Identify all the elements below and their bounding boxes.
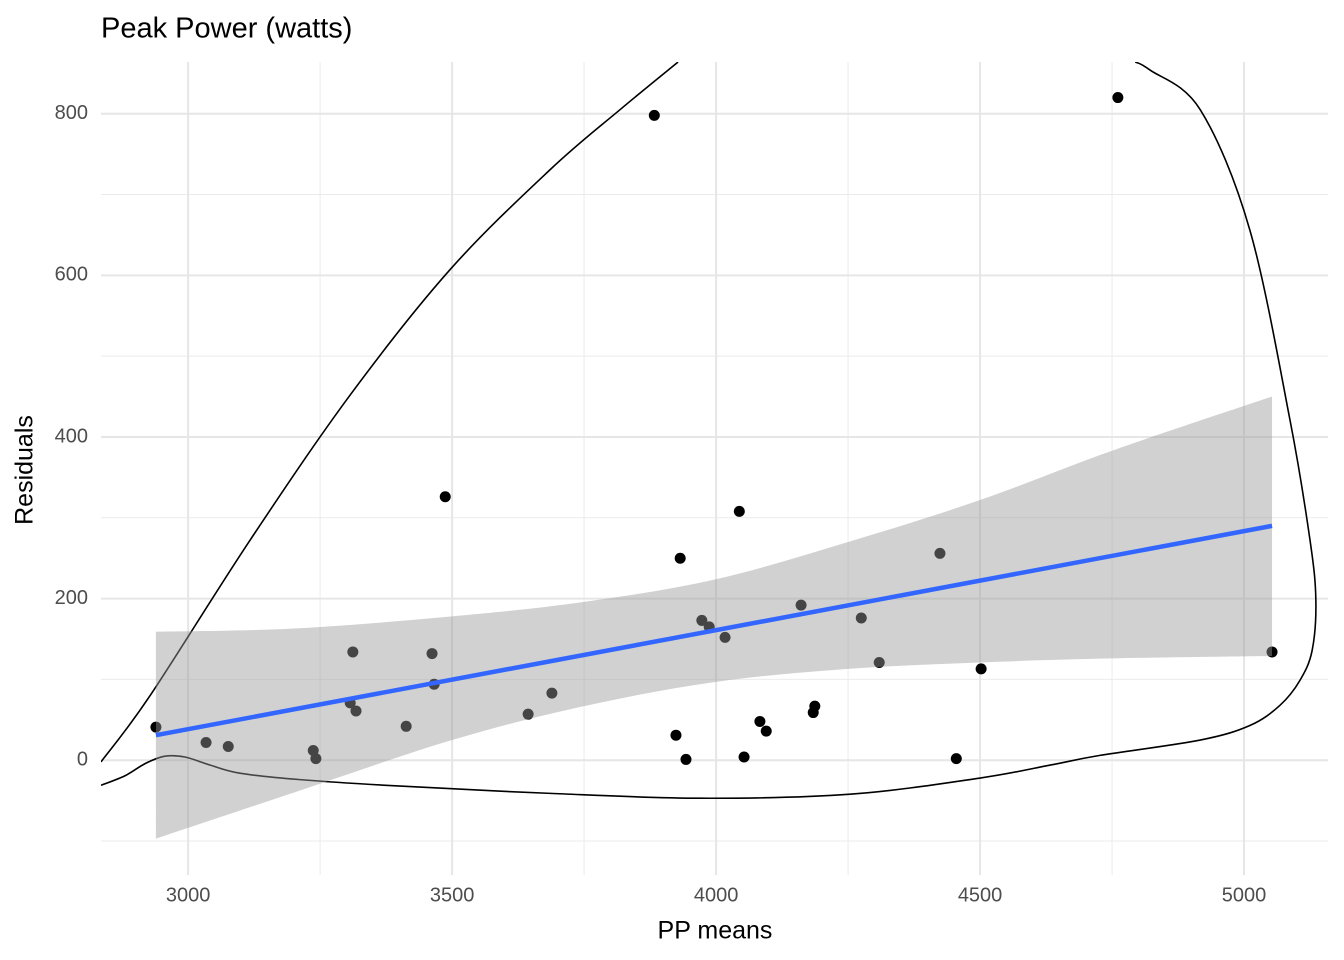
density-contour — [101, 62, 679, 763]
point — [873, 656, 885, 668]
point — [760, 725, 772, 737]
point — [670, 729, 682, 741]
point — [754, 715, 766, 727]
y-axis-label: Residuals — [11, 415, 39, 525]
x-axis-label: PP means — [658, 917, 773, 945]
point — [347, 646, 359, 658]
point — [696, 614, 708, 626]
point — [855, 612, 867, 624]
fit-line — [155, 523, 1273, 738]
point — [310, 753, 322, 765]
point — [1112, 92, 1124, 104]
point — [950, 753, 962, 765]
point — [150, 721, 162, 733]
x-tick-label: 4500 — [958, 884, 1003, 906]
tick-labels: 3000 3500 4000 4500 5000 0 200 400 600 800 — [55, 102, 1267, 906]
point — [975, 663, 987, 675]
chart-title: Peak Power (watts) — [101, 13, 352, 45]
density-contour — [101, 62, 1317, 800]
point — [674, 552, 686, 564]
point — [934, 547, 946, 559]
plot-area — [101, 62, 1317, 839]
y-tick-label: 200 — [55, 587, 88, 609]
point — [400, 720, 412, 732]
point — [439, 491, 451, 503]
point — [426, 648, 438, 660]
point — [680, 753, 692, 765]
point — [350, 705, 362, 717]
point — [809, 700, 821, 712]
grid — [101, 62, 1328, 875]
point — [522, 708, 534, 720]
point — [648, 109, 660, 121]
x-tick-label: 3500 — [430, 884, 475, 906]
y-tick-label: 0 — [77, 749, 88, 771]
point — [1266, 646, 1278, 658]
confidence-band — [155, 396, 1273, 839]
point — [733, 505, 745, 517]
y-tick-label: 400 — [55, 425, 88, 447]
y-tick-label: 600 — [55, 264, 88, 286]
point — [546, 687, 558, 699]
x-tick-label: 4000 — [694, 884, 739, 906]
y-tick-label: 800 — [55, 102, 88, 124]
point — [738, 751, 750, 763]
point — [222, 741, 234, 753]
point — [719, 631, 731, 643]
point — [200, 736, 212, 748]
point — [795, 599, 807, 611]
x-tick-label: 3000 — [166, 884, 211, 906]
x-tick-label: 5000 — [1222, 884, 1267, 906]
